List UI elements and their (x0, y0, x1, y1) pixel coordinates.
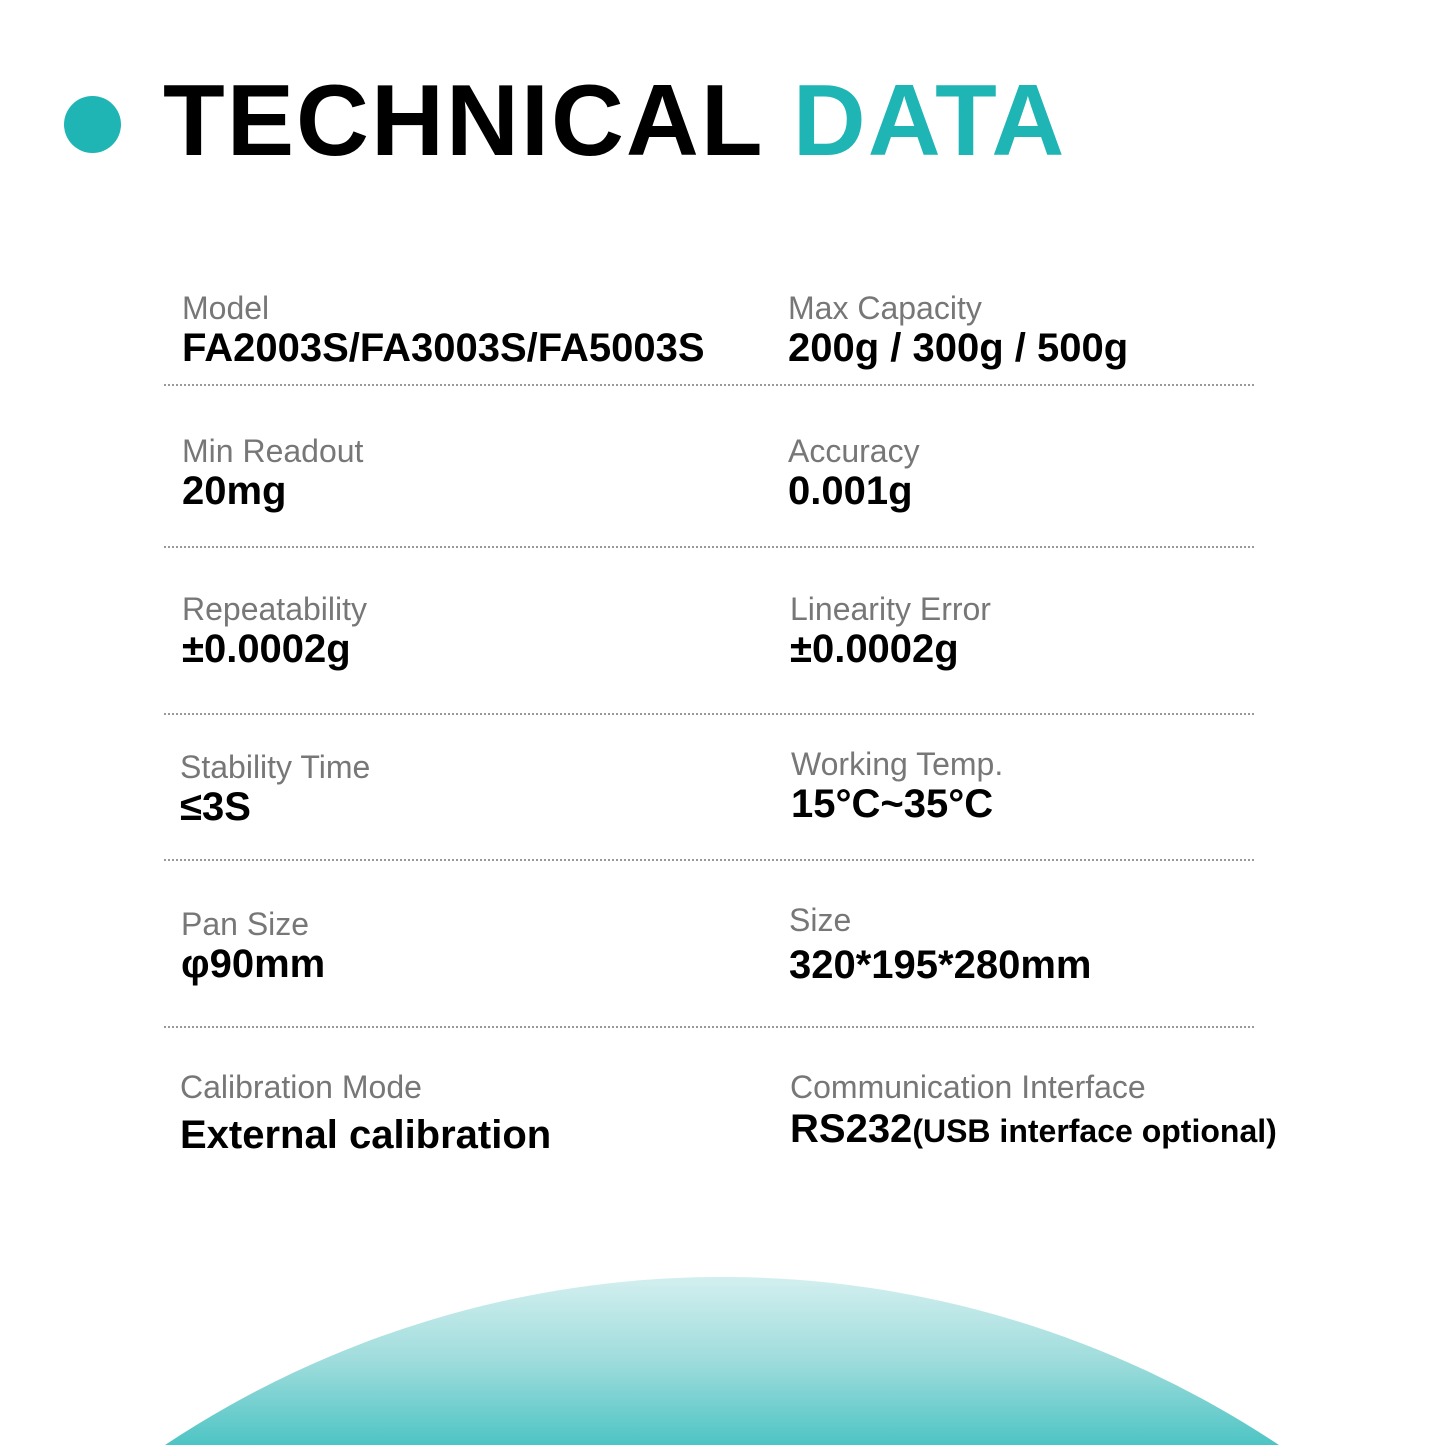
decorative-arc (165, 1277, 1279, 1445)
divider (164, 859, 1254, 861)
spec-stability-time: Stability Time ≤3S (180, 749, 371, 829)
page-title: TECHNICAL DATA (163, 65, 1067, 177)
spec-linearity-error: Linearity Error ±0.0002g (790, 591, 991, 671)
spec-repeatability: Repeatability ±0.0002g (182, 591, 367, 671)
divider (164, 713, 1254, 715)
divider (164, 384, 1254, 386)
spec-calibration-mode: Calibration Mode External calibration (180, 1069, 552, 1157)
spec-max-capacity: Max Capacity 200g / 300g / 500g (788, 290, 1129, 370)
divider (164, 1026, 1254, 1028)
bullet-icon (64, 96, 121, 153)
spec-working-temp: Working Temp. 15°C~35°C (791, 746, 1004, 826)
spec-model: Model FA2003S/FA3003S/FA5003S (182, 290, 705, 370)
divider (164, 546, 1254, 548)
spec-size: Size 320*195*280mm (789, 902, 1092, 987)
spec-pan-size: Pan Size φ90mm (181, 906, 326, 986)
spec-accuracy: Accuracy 0.001g (788, 433, 920, 513)
spec-min-readout: Min Readout 20mg (182, 433, 364, 513)
spec-communication-interface: Communication Interface RS232(USB interfa… (790, 1069, 1277, 1151)
communication-interface-value: RS232(USB interface optional) (790, 1107, 1277, 1151)
